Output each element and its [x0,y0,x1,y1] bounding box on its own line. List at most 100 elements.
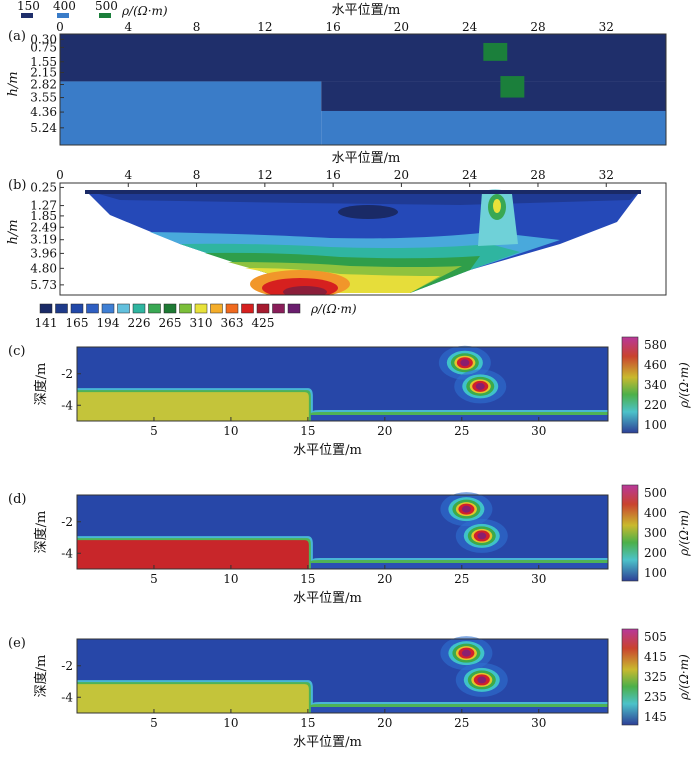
bottom-shelf [310,563,608,569]
colorbar-swatch [241,303,254,314]
y-tick-label: 2.82 [30,77,57,91]
x-tick-label: 15 [300,424,315,438]
colorbar-label: 363 [221,316,244,330]
colorbar-unit: ρ/(Ω·m) [677,654,691,701]
x-axis-label: 水平位置/m [293,443,362,458]
y-tick-label: -2 [61,367,73,381]
x-tick-label: 10 [223,716,238,730]
x-tick-label: 8 [193,20,201,34]
colorbar-label: 460 [644,358,667,372]
panel-e: (e) 5 10 15 20 25 30 -2 -4 水平位置/m 深度/m 505 415 325 235… [8,628,691,750]
model-region-4 [321,110,666,145]
x-tick-label: 4 [124,20,132,34]
colorbar-label: 141 [35,316,58,330]
panel-label: (c) [8,344,25,359]
y-tick-label: 2.49 [30,220,57,234]
y-tick-label: -2 [61,515,73,529]
resistive-layer [77,684,309,713]
panels-c-d-e: (c) 5 10 15 20 25 30 -2 -4 水平位置/m 深度/m 580 460 340 220… [8,336,691,750]
pseudosection-maroon-zone [283,286,327,295]
x-tick-label: 28 [530,168,545,182]
panel-a-frame [59,33,667,146]
panel-a-model [60,34,666,145]
panel-frame [76,494,609,570]
y-tick-label: 5.24 [30,121,57,135]
x-axis-label: 水平位置/m [293,735,362,750]
y-tick-label: 1.27 [30,199,57,213]
panel-d: (d) 5 10 15 20 25 30 -2 -4 水平位置/m 深度/m 500 400 300 200… [8,484,691,606]
x-tick-label: 5 [150,572,158,586]
x-tick-label: 25 [454,572,469,586]
colorbar-label: 226 [128,316,151,330]
x-tick-label: 20 [377,716,392,730]
x-tick-label: 5 [150,716,158,730]
x-tick-label: 15 [300,572,315,586]
colorbar-swatch [287,303,301,314]
panel-a: 150 400 500 ρ/(Ω·m) 水平位置/m 0 4 8 12 16 20 24 28… [6,0,667,146]
x-tick-label: 12 [257,20,272,34]
colorbar-swatch [179,303,192,314]
y-tick-label: -4 [61,398,73,412]
bottom-shelf [310,707,608,713]
panel-b-label: (b) [8,178,26,193]
anomaly-core-1 [461,505,471,513]
colorbar-label: 235 [644,690,667,704]
panel-b-colorbar-unit: ρ/(Ω·m) [310,302,357,316]
x-tick-label: 20 [394,20,409,34]
colorbar-label: 300 [644,526,667,540]
x-tick-label: 24 [462,20,478,34]
y-tick-label: -2 [61,659,73,673]
x-tick-label: 15 [300,716,315,730]
y-tick-label: 3.55 [30,91,57,105]
x-tick-label: 0 [56,20,64,34]
y-tick-label: 0.75 [30,40,57,54]
colorbar-swatch [117,303,130,314]
colorbar-label: 100 [644,418,667,432]
colorbar-label: 325 [644,670,667,684]
bottom-shelf [310,415,608,421]
panel-b-frame [59,182,667,296]
x-tick-label: 10 [223,424,238,438]
model-region-3 [60,81,322,145]
panel-b-colorbar [39,303,301,314]
y-tick-label: 4.36 [30,105,57,119]
colorbar-label: 220 [644,398,667,412]
colorbar-label: 165 [66,316,89,330]
legend-a-value-2: 400 [53,0,76,13]
colorbar-swatch [70,303,84,314]
colorbar-swatch [210,303,223,314]
colorbar-unit: ρ/(Ω·m) [677,510,691,557]
x-tick-label: 25 [454,716,469,730]
y-tick-label: 0.30 [30,32,57,46]
colorbar [621,336,639,434]
panel-a-ylabel: h/m [6,71,21,96]
model-region-2 [321,81,666,111]
resistive-layer [77,392,309,421]
x-tick-label: 30 [531,716,546,730]
colorbar-swatch [132,303,146,314]
panel-b-xlabel: 水平位置/m [332,151,401,166]
pseudosection-anomaly-yellow [493,199,501,213]
legend-a-swatch-3 [99,13,111,18]
colorbar-swatch [163,303,177,314]
y-tick-label: 5.73 [30,278,57,292]
anomaly-core-1 [460,359,470,367]
resistive-layer [77,540,309,569]
panel-frame [76,346,609,422]
x-tick-label: 20 [394,168,409,182]
panel-frame [76,638,609,714]
anomaly-core-1 [461,649,471,657]
x-axis-label: 水平位置/m [293,591,362,606]
legend-a-swatch-2 [57,13,69,18]
x-tick-label: 4 [124,168,132,182]
y-tick-label: -4 [61,546,73,560]
y-tick-label: 1.55 [30,55,57,69]
colorbar-label: 340 [644,378,667,392]
legend-a-unit: ρ/(Ω·m) [121,4,168,18]
colorbar-swatch [39,303,53,314]
x-tick-label: 20 [377,572,392,586]
colorbar-label: 265 [159,316,182,330]
y-tick-label: 1.85 [30,209,57,223]
colorbar-label: 100 [644,566,667,580]
